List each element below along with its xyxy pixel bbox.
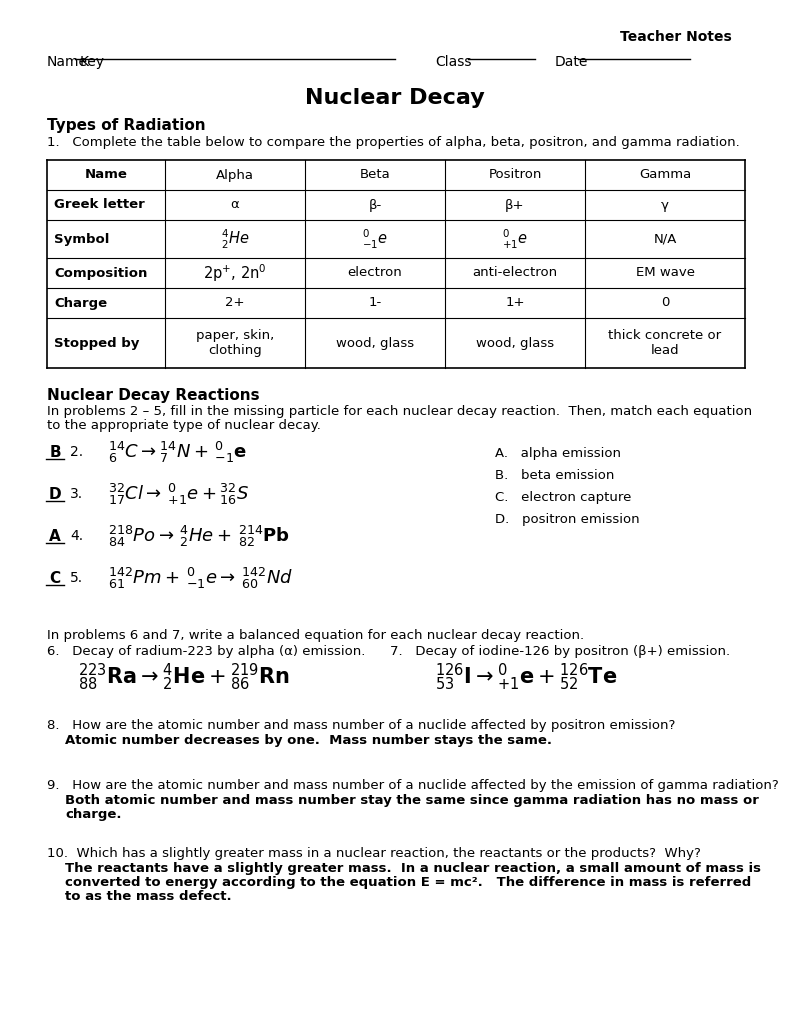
Text: Alpha: Alpha <box>216 169 254 181</box>
Text: Atomic number decreases by one.  Mass number stays the same.: Atomic number decreases by one. Mass num… <box>65 734 552 746</box>
Text: Beta: Beta <box>360 169 391 181</box>
Text: $^{126}_{53}\mathbf{I}\rightarrow^{0}_{+1}\mathbf{e}+^{126}_{52}\mathbf{Te}$: $^{126}_{53}\mathbf{I}\rightarrow^{0}_{+… <box>435 662 617 692</box>
Text: In problems 2 – 5, fill in the missing particle for each nuclear decay reaction.: In problems 2 – 5, fill in the missing p… <box>47 406 752 418</box>
Text: electron: electron <box>347 266 403 280</box>
Text: 5.: 5. <box>70 571 83 585</box>
Text: $^{14}_{6}C\rightarrow^{14}_{7}N + \,^{0}_{-1}\mathbf{e}$: $^{14}_{6}C\rightarrow^{14}_{7}N + \,^{0… <box>108 439 247 465</box>
Text: $^{223}_{88}\mathbf{Ra}\rightarrow^{4}_{2}\mathbf{He}+^{219}_{86}\mathbf{Rn}$: $^{223}_{88}\mathbf{Ra}\rightarrow^{4}_{… <box>78 662 290 692</box>
Text: 1-: 1- <box>369 297 381 309</box>
Text: Nuclear Decay: Nuclear Decay <box>305 88 485 108</box>
Text: Charge: Charge <box>54 297 107 309</box>
Text: D: D <box>49 487 62 502</box>
Text: A: A <box>49 529 61 544</box>
Text: $^{142}_{61}Pm+\,^{0}_{-1}e\rightarrow\,^{142}_{60}Nd$: $^{142}_{61}Pm+\,^{0}_{-1}e\rightarrow\,… <box>108 565 293 591</box>
Text: β+: β+ <box>505 199 524 212</box>
Text: B.   beta emission: B. beta emission <box>495 469 615 482</box>
Text: $^{0}_{+1}e$: $^{0}_{+1}e$ <box>502 227 528 251</box>
Text: $^{4}_{2}He$: $^{4}_{2}He$ <box>221 227 249 251</box>
Text: 3.: 3. <box>70 487 83 501</box>
Text: Class: Class <box>435 55 471 69</box>
Text: In problems 6 and 7, write a balanced equation for each nuclear decay reaction.: In problems 6 and 7, write a balanced eq… <box>47 629 584 642</box>
Text: $^{32}_{17}Cl\rightarrow\,^{0}_{+1}e+^{32}_{16}S$: $^{32}_{17}Cl\rightarrow\,^{0}_{+1}e+^{3… <box>108 481 249 507</box>
Text: converted to energy according to the equation E = mc².   The difference in mass : converted to energy according to the equ… <box>65 876 751 889</box>
Text: The reactants have a slightly greater mass.  In a nuclear reaction, a small amou: The reactants have a slightly greater ma… <box>65 862 761 874</box>
Text: A.   alpha emission: A. alpha emission <box>495 447 621 460</box>
Text: wood, glass: wood, glass <box>336 337 414 349</box>
Text: Key: Key <box>80 55 105 69</box>
Text: Positron: Positron <box>488 169 542 181</box>
Text: Greek letter: Greek letter <box>54 199 145 212</box>
Text: 6.   Decay of radium-223 by alpha (α) emission.: 6. Decay of radium-223 by alpha (α) emis… <box>47 645 365 658</box>
Text: B: B <box>49 445 61 460</box>
Text: 10.  Which has a slightly greater mass in a nuclear reaction, the reactants or t: 10. Which has a slightly greater mass in… <box>47 847 701 860</box>
Text: 2p$^{+}$, 2n$^{0}$: 2p$^{+}$, 2n$^{0}$ <box>203 262 267 284</box>
Text: Name: Name <box>85 169 127 181</box>
Text: Stopped by: Stopped by <box>54 337 139 349</box>
Text: C.   electron capture: C. electron capture <box>495 490 631 504</box>
Text: Types of Radiation: Types of Radiation <box>47 118 206 133</box>
Text: C: C <box>49 571 61 586</box>
Text: 4.: 4. <box>70 529 83 543</box>
Text: D.   positron emission: D. positron emission <box>495 513 640 526</box>
Text: to the appropriate type of nuclear decay.: to the appropriate type of nuclear decay… <box>47 419 321 432</box>
Text: 7.   Decay of iodine-126 by positron (β+) emission.: 7. Decay of iodine-126 by positron (β+) … <box>390 645 730 658</box>
Text: Name: Name <box>47 55 88 69</box>
Text: paper, skin,
clothing: paper, skin, clothing <box>196 329 274 357</box>
Text: $^{0}_{-1}e$: $^{0}_{-1}e$ <box>362 227 388 251</box>
Text: 1+: 1+ <box>505 297 524 309</box>
Text: 2+: 2+ <box>225 297 244 309</box>
Text: β-: β- <box>369 199 381 212</box>
Text: Composition: Composition <box>54 266 147 280</box>
Text: thick concrete or
lead: thick concrete or lead <box>608 329 721 357</box>
Text: γ: γ <box>661 199 669 212</box>
Text: N/A: N/A <box>653 232 676 246</box>
Text: charge.: charge. <box>65 808 122 821</box>
Text: Gamma: Gamma <box>639 169 691 181</box>
Text: 1.   Complete the table below to compare the properties of alpha, beta, positron: 1. Complete the table below to compare t… <box>47 136 740 150</box>
Text: 0: 0 <box>660 297 669 309</box>
Text: Symbol: Symbol <box>54 232 109 246</box>
Text: Teacher Notes: Teacher Notes <box>620 30 732 44</box>
Text: wood, glass: wood, glass <box>476 337 554 349</box>
Text: $^{218}_{84}Po\rightarrow\,^{4}_{2}He + \,^{214}_{82}\mathbf{Pb}$: $^{218}_{84}Po\rightarrow\,^{4}_{2}He + … <box>108 523 290 549</box>
Text: Date: Date <box>555 55 589 69</box>
Text: Both atomic number and mass number stay the same since gamma radiation has no ma: Both atomic number and mass number stay … <box>65 794 759 807</box>
Text: 8.   How are the atomic number and mass number of a nuclide affected by positron: 8. How are the atomic number and mass nu… <box>47 719 676 732</box>
Text: EM wave: EM wave <box>635 266 694 280</box>
Text: 9.   How are the atomic number and mass number of a nuclide affected by the emis: 9. How are the atomic number and mass nu… <box>47 779 779 792</box>
Text: 2.: 2. <box>70 445 83 459</box>
Text: Nuclear Decay Reactions: Nuclear Decay Reactions <box>47 388 259 403</box>
Text: to as the mass defect.: to as the mass defect. <box>65 890 232 903</box>
Text: α: α <box>231 199 240 212</box>
Text: anti-electron: anti-electron <box>472 266 558 280</box>
